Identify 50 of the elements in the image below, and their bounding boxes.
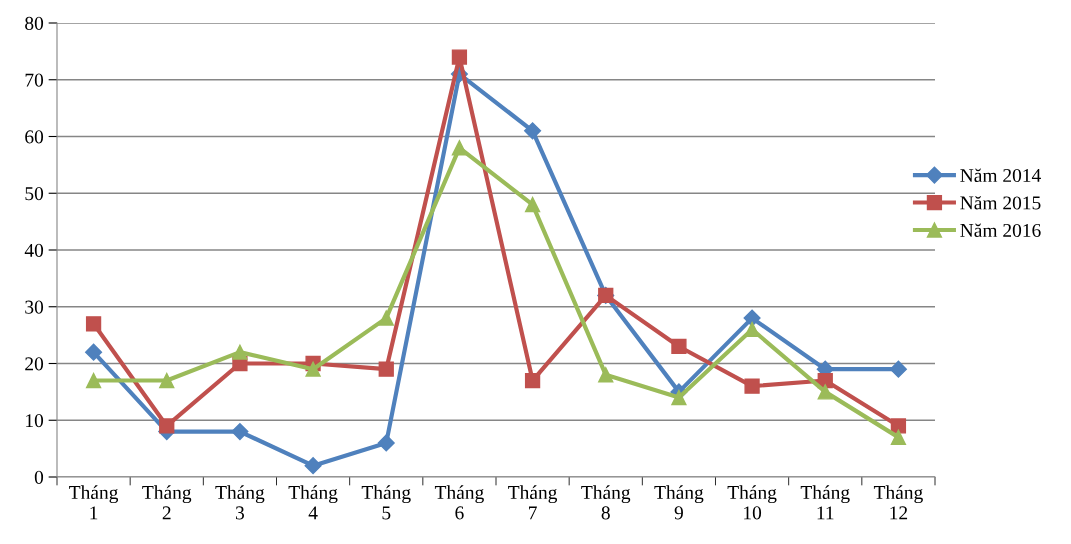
- x-tick-label: Tháng 1: [69, 485, 119, 520]
- point: [159, 418, 175, 434]
- y-tick-label: 80: [25, 16, 44, 30]
- x-tick-label: Tháng 9: [654, 485, 704, 520]
- point: [377, 434, 395, 452]
- x-tick-label: Tháng 5: [361, 485, 411, 520]
- x-tick-label: Tháng 10: [727, 485, 777, 520]
- point: [889, 360, 907, 378]
- point: [744, 378, 760, 394]
- legend-label: Năm 2016: [960, 223, 1041, 237]
- point: [85, 316, 102, 332]
- point: [890, 418, 907, 434]
- x-tick-label: Tháng 3: [215, 485, 265, 520]
- y-tick-label: 10: [26, 414, 44, 428]
- point: [451, 49, 468, 65]
- x-tick-label: Tháng 7: [508, 485, 558, 520]
- point: [85, 372, 102, 389]
- point: [524, 372, 541, 389]
- point: [305, 361, 321, 377]
- x-tick-label: Tháng 8: [581, 485, 631, 520]
- point: [378, 310, 394, 326]
- legend-label: Năm 2015: [960, 196, 1041, 210]
- point: [85, 343, 103, 361]
- y-tick-label: 20: [25, 357, 44, 371]
- x-tick-label: Tháng 11: [800, 485, 850, 520]
- point: [304, 457, 322, 475]
- point: [524, 196, 541, 213]
- point: [817, 384, 833, 400]
- y-tick-label: 50: [25, 187, 44, 201]
- x-tick-label: Tháng 6: [434, 485, 484, 520]
- legend-label: Năm 2014: [960, 168, 1041, 183]
- point: [451, 140, 468, 156]
- point: [744, 321, 760, 338]
- x-tick-label: Tháng 12: [873, 485, 923, 520]
- y-tick-label: 70: [25, 73, 44, 87]
- point: [159, 372, 175, 389]
- point: [231, 423, 249, 441]
- point: [232, 344, 248, 360]
- point: [671, 338, 687, 355]
- x-tick-label: Tháng 2: [142, 485, 192, 520]
- point: [671, 389, 687, 406]
- y-tick-label: 0: [34, 470, 44, 484]
- point: [598, 367, 614, 383]
- point: [378, 361, 394, 377]
- point: [890, 429, 907, 445]
- x-tick-label: Tháng 4: [288, 485, 338, 520]
- y-tick-label: 60: [25, 130, 44, 144]
- y-tick-label: 30: [25, 300, 44, 314]
- y-tick-label: 40: [24, 243, 44, 257]
- point: [524, 122, 542, 140]
